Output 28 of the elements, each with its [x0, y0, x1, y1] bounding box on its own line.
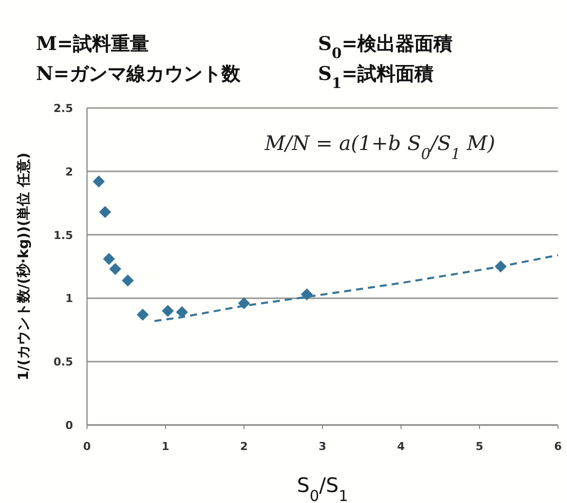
x-tick-label: 5	[476, 440, 484, 453]
point	[92, 176, 105, 188]
point	[238, 297, 250, 310]
x-tick-label: 1	[162, 440, 170, 453]
y-tick-label: 1	[65, 292, 73, 306]
point	[109, 263, 122, 276]
x-tick-label: 2	[240, 440, 248, 453]
annotation: M/N = a(1+b S$_{0}$/S$_{1}$ M)	[264, 131, 496, 163]
point	[300, 288, 313, 300]
y-tick-label: 2.5	[54, 102, 73, 115]
x-tick-label: 4	[397, 440, 406, 453]
point	[176, 306, 188, 318]
point	[102, 252, 115, 265]
y-tick-label: 0	[65, 419, 74, 432]
y-tick-label: 0.5	[54, 356, 73, 369]
x-axis-title: S$_{0}$/S$_{1}$	[296, 473, 348, 503]
point	[162, 304, 174, 317]
header: M=試料重量 N=ガンマ線カウント数 S$_{0}$=検出器面積 S$_{1}$=試料面積	[36, 33, 453, 92]
y-tick-label: 1.5	[54, 228, 73, 242]
line-series	[154, 254, 559, 322]
point	[136, 308, 149, 321]
point	[99, 206, 112, 218]
y-axis-title: 1/(カウント数/(秒·kg))(単位 任意)	[15, 152, 32, 380]
point	[122, 274, 134, 286]
x-tick-label: 3	[318, 440, 326, 453]
x-tick-label: 0	[83, 440, 92, 453]
y-tick-label: 2	[65, 165, 73, 178]
x-tick-label: 6	[554, 440, 562, 453]
